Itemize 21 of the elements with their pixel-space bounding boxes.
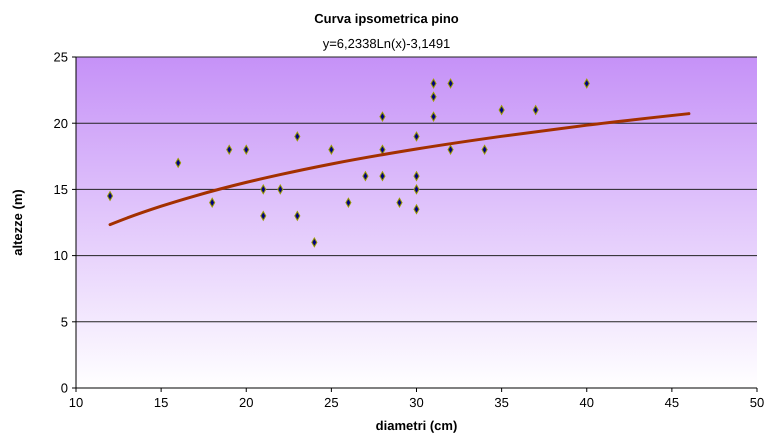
x-tick-label: 25 — [324, 395, 339, 410]
line-series — [108, 112, 690, 226]
point — [413, 184, 420, 194]
y-tick-label: 5 — [60, 314, 68, 330]
point — [413, 132, 420, 142]
chart-subtitle: y=6,2338Ln(x)-3,1491 — [322, 36, 450, 51]
x-tick-label: 35 — [494, 395, 509, 410]
x-tick-label: 15 — [154, 395, 168, 410]
x-axis-title: diametri (cm) — [376, 418, 458, 433]
x-tick-label: 45 — [664, 395, 680, 410]
y-tick-label: 15 — [54, 182, 68, 197]
x-tick-label: 20 — [239, 395, 254, 410]
y-tick-label: 20 — [54, 116, 68, 131]
y-tick-label: 10 — [54, 248, 68, 264]
y-tick-label: 0 — [60, 380, 68, 396]
x-tick-label: 40 — [580, 395, 594, 410]
x-tick-label: 50 — [750, 395, 764, 410]
y-tick-label: 25 — [54, 50, 68, 65]
x-tick-label: 30 — [409, 395, 424, 410]
chart-title: Curva ipsometrica pino — [314, 11, 459, 26]
y-axis-title: altezze (m) — [10, 189, 25, 256]
